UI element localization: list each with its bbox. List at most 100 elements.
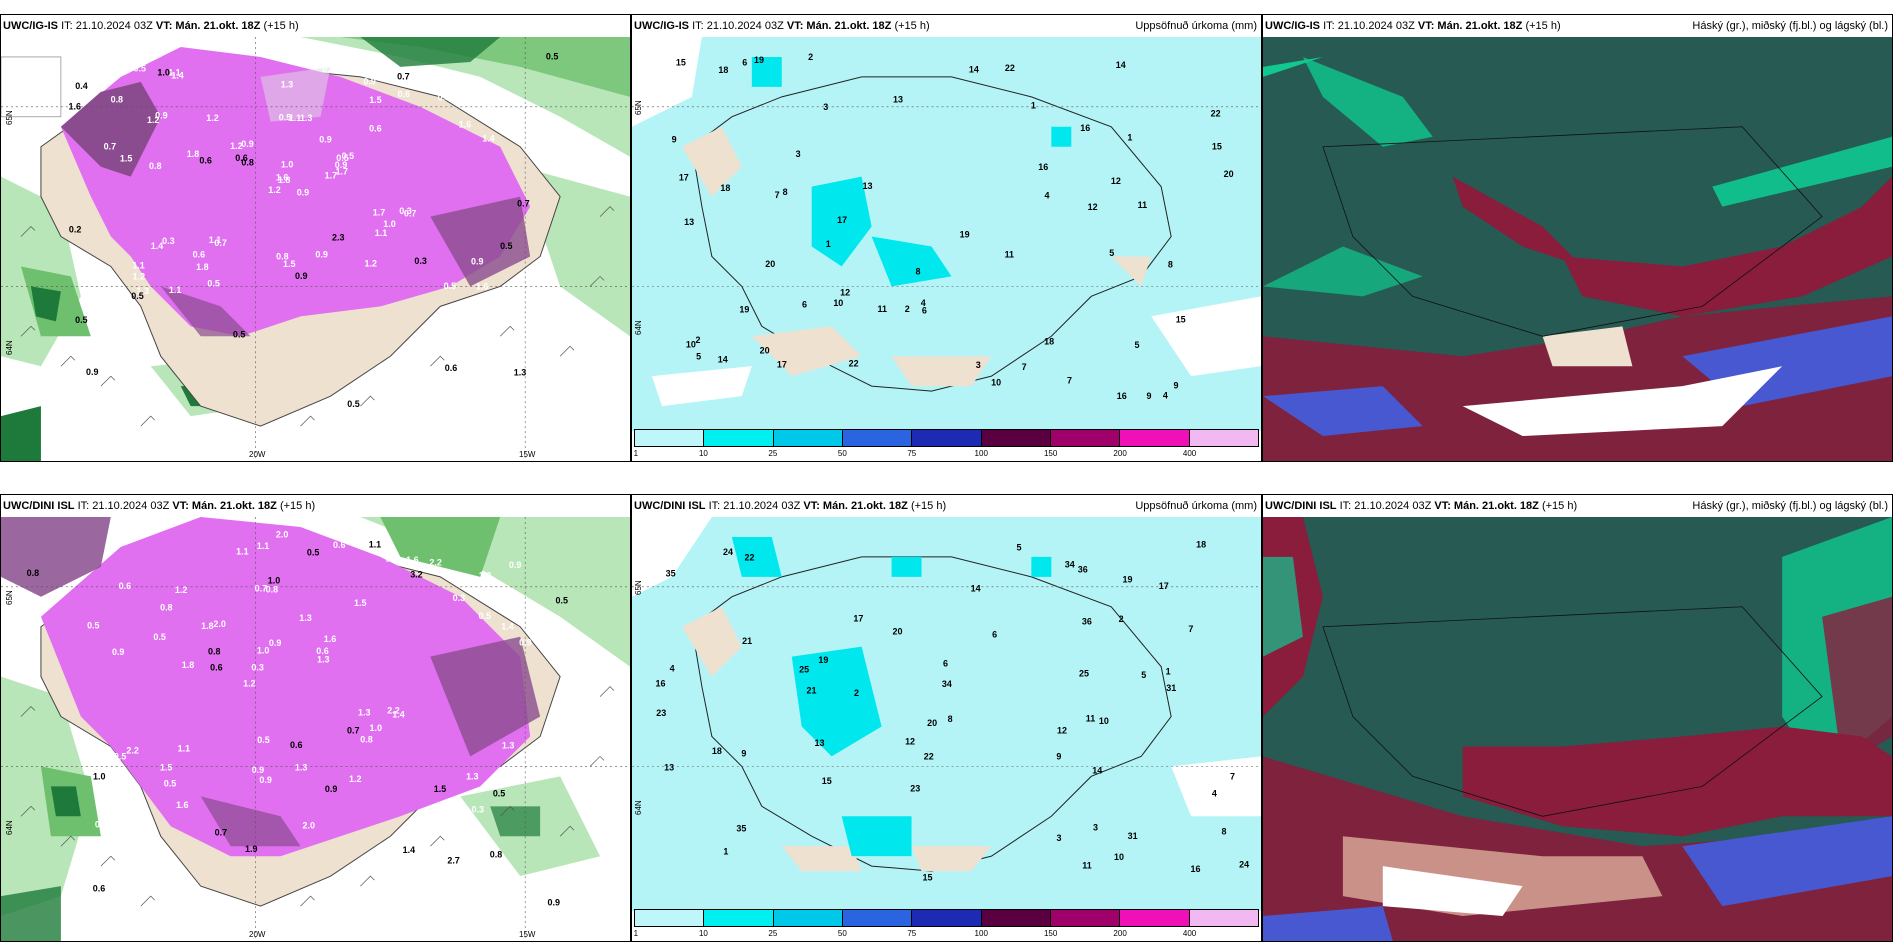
value-label: 8 bbox=[1222, 827, 1227, 837]
value-label: 1.0 bbox=[281, 160, 293, 170]
value-label: 2 bbox=[808, 52, 813, 62]
value-label: 1.1 bbox=[209, 235, 221, 245]
value-label: 1.0 bbox=[157, 68, 169, 78]
value-label: 1 bbox=[826, 239, 831, 249]
value-label: 0.8 bbox=[360, 735, 372, 745]
colorbar-ticks: 1 10 25 50 75 100 150 200 400 bbox=[634, 928, 1259, 941]
value-label: 10 bbox=[1099, 716, 1109, 726]
ptype-map[interactable]: 0.3 0.9 1.0 1.2 1.5 1.1 0.7 1.3 2.2 2.0 1.8 0.5 0.8 1… bbox=[1, 517, 630, 941]
panel-precip-row2: UWC/DINI ISL IT: 21.10.2024 03Z VT: Mán.… bbox=[631, 494, 1262, 942]
value-label: 1.4 bbox=[392, 709, 404, 719]
init-time: IT: 21.10.2024 03Z bbox=[77, 500, 170, 512]
value-label: 0.7 bbox=[255, 584, 267, 594]
value-label: 0.6 bbox=[290, 740, 302, 750]
value-label: 0.9 bbox=[269, 638, 281, 648]
value-label: 20 bbox=[765, 259, 775, 269]
lat-label-64n: 64N bbox=[5, 820, 14, 835]
value-label: 1.0 bbox=[383, 219, 395, 229]
cloud-map[interactable] bbox=[1263, 37, 1892, 461]
value-label: 18 bbox=[1044, 337, 1054, 347]
value-label: 0.6 bbox=[119, 581, 131, 591]
value-label: 13 bbox=[664, 763, 674, 773]
value-label: 0.9 bbox=[319, 135, 331, 145]
value-label: 3 bbox=[1093, 822, 1098, 832]
value-label: 8 bbox=[915, 266, 920, 276]
value-label: 0.9 bbox=[155, 110, 167, 120]
value-label: 0.3 bbox=[162, 236, 174, 246]
value-label: 0.5 bbox=[347, 399, 359, 409]
value-label: 0.6 bbox=[199, 156, 211, 166]
value-label: 1 bbox=[1127, 133, 1132, 143]
value-label: 15 bbox=[1212, 141, 1222, 151]
ptype-map[interactable]: 0.9 1.2 1.8 1.1 0.5 0.7 0.9 1.3 1.5 1.7 1.4 1.6 0.8 1… bbox=[1, 37, 630, 461]
value-label: 15 bbox=[1176, 314, 1186, 324]
value-label: 1.6 bbox=[276, 173, 288, 183]
value-label: 0.8 bbox=[276, 251, 288, 261]
colorbar-segment bbox=[1120, 910, 1190, 926]
value-label: 1.2 bbox=[206, 113, 218, 123]
value-label: 14 bbox=[1092, 765, 1102, 775]
value-label: 0.5 bbox=[493, 788, 505, 798]
panel-header: UWC/IG-IS IT: 21.10.2024 03Z VT: Mán. 21… bbox=[632, 15, 1261, 37]
value-label: 1.1 bbox=[236, 547, 248, 557]
value-label: 5 bbox=[1017, 543, 1022, 553]
value-label: 16 bbox=[1117, 391, 1127, 401]
value-label: 7 bbox=[1067, 375, 1072, 385]
value-label: 1.6 bbox=[69, 101, 81, 111]
value-label: 11 bbox=[877, 304, 886, 314]
value-label: 13 bbox=[684, 217, 694, 227]
value-label: 1.3 bbox=[358, 708, 370, 718]
panel-cloud-row2: UWC/DINI ISL IT: 21.10.2024 03Z VT: Mán.… bbox=[1262, 494, 1893, 942]
value-label: 0.8 bbox=[149, 161, 161, 171]
value-label: 7 bbox=[1022, 362, 1027, 372]
value-label: 18 bbox=[712, 746, 722, 756]
value-label: 18 bbox=[1196, 540, 1206, 550]
precip-map[interactable]: 8 7 6 5 4 3 2 1 10 12 11 14 15 16 17 18 19 20 22 13 9 8 7 6 5 4 3 2… bbox=[632, 37, 1261, 431]
value-label: 1.1 bbox=[375, 228, 387, 238]
value-label: 1.2 bbox=[175, 585, 187, 595]
value-label: 5 bbox=[1141, 670, 1146, 680]
lon-label-15w: 15W bbox=[519, 930, 536, 939]
value-label: 0.5 bbox=[87, 620, 99, 630]
value-label: 5 bbox=[1134, 340, 1139, 350]
value-label: 1.5 bbox=[385, 553, 397, 563]
value-label: 20 bbox=[760, 345, 770, 355]
value-label: 5 bbox=[696, 351, 701, 361]
lead-time: (+15 h) bbox=[910, 500, 947, 512]
value-label: 0.9 bbox=[471, 256, 483, 266]
value-label: 1.3 bbox=[466, 772, 478, 782]
value-label: 9 bbox=[1056, 752, 1061, 762]
value-label: 35 bbox=[666, 569, 676, 579]
value-label: 23 bbox=[656, 708, 666, 718]
value-label: 1 bbox=[1166, 667, 1171, 677]
value-label: 9 bbox=[1146, 391, 1151, 401]
value-label: 19 bbox=[739, 305, 749, 315]
value-label: 31 bbox=[1128, 831, 1138, 841]
value-label: 20 bbox=[927, 718, 937, 728]
valid-time: VT: Mán. 21.okt. 18Z bbox=[1434, 500, 1539, 512]
value-label: 3 bbox=[1057, 833, 1062, 843]
value-label: 0.4 bbox=[75, 81, 87, 91]
value-label: 24 bbox=[723, 547, 733, 557]
colorbar-segment bbox=[842, 910, 913, 926]
value-label: 1.2 bbox=[243, 679, 255, 689]
value-label: 0.6 bbox=[316, 646, 328, 656]
value-label: 19 bbox=[1122, 574, 1132, 584]
value-label: 0.6 bbox=[93, 884, 105, 894]
precip-map[interactable]: 9 7 5 4 3 2 1 6 8 10 11 12 13 14 15 16 17 18 19 20 22 23 25 34 3… bbox=[632, 517, 1261, 911]
colorbar-tick-label: 100 bbox=[974, 929, 988, 938]
value-label: 0.5 bbox=[134, 64, 146, 74]
value-label: 1.2 bbox=[349, 774, 361, 784]
value-label: 1.6 bbox=[324, 634, 336, 644]
value-label: 0.9 bbox=[295, 271, 307, 281]
value-label: 1.5 bbox=[283, 259, 295, 269]
panel-header: UWC/DINI ISL IT: 21.10.2024 03Z VT: Mán.… bbox=[1263, 495, 1892, 517]
panel-ptype-row2: UWC/DINI ISL IT: 21.10.2024 03Z VT: Mán.… bbox=[0, 494, 631, 942]
cloud-map[interactable] bbox=[1263, 517, 1892, 941]
value-label: 1 bbox=[723, 847, 728, 857]
lat-label-65n: 65N bbox=[5, 590, 14, 605]
value-label: 7 bbox=[1230, 771, 1235, 781]
value-label: 36 bbox=[1078, 565, 1088, 575]
precip-map-svg bbox=[632, 517, 1261, 911]
value-label: 0.5 bbox=[75, 315, 87, 325]
